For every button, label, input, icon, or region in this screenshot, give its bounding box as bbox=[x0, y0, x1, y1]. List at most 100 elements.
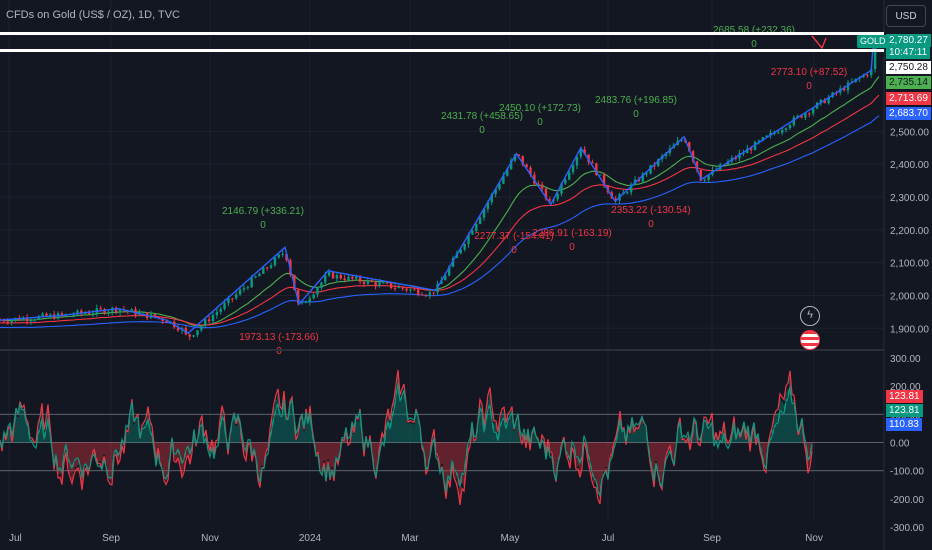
candle-body bbox=[583, 149, 586, 155]
level-tag-4: 2,683.70 bbox=[886, 107, 931, 120]
candle-body bbox=[796, 115, 799, 118]
symbol-title[interactable]: CFDs on Gold (US$ / OZ), 1D, TVC bbox=[6, 9, 181, 21]
candle-body bbox=[80, 310, 83, 314]
time-tick-label: 2024 bbox=[299, 533, 322, 544]
candle-body bbox=[873, 40, 877, 70]
candle-body bbox=[316, 287, 319, 295]
candle-body bbox=[265, 267, 269, 269]
channel-bands bbox=[0, 76, 880, 329]
osc-tag-2: 123.81 bbox=[886, 404, 923, 417]
time-axis[interactable]: Jul Sep Nov 2024 Mar May Jul Sep Nov bbox=[9, 533, 823, 544]
trough-label: 2353.22 (-130.54) bbox=[611, 205, 691, 216]
level-tag-1: 2,750.28 bbox=[886, 61, 931, 74]
peak-label: 2431.78 (+458.65) bbox=[441, 111, 523, 122]
candle-body bbox=[800, 115, 803, 118]
candle-body bbox=[614, 198, 617, 201]
candle-body bbox=[444, 275, 447, 281]
candle-body bbox=[331, 272, 335, 279]
zigzag-polyline bbox=[0, 41, 875, 335]
candle-body bbox=[746, 148, 749, 154]
candle-body bbox=[285, 253, 288, 261]
candle-body bbox=[355, 276, 358, 279]
candle-body bbox=[378, 282, 381, 286]
candle-body bbox=[6, 321, 9, 323]
candle-body bbox=[397, 286, 401, 289]
candle-body bbox=[870, 69, 873, 76]
candle-body bbox=[587, 154, 590, 163]
candle-body bbox=[405, 288, 408, 291]
candle-body bbox=[482, 209, 486, 218]
candle-body bbox=[10, 319, 13, 323]
candle-body bbox=[591, 162, 594, 164]
horizontal-line-1[interactable] bbox=[0, 32, 884, 35]
peak-label-sub: 0 bbox=[479, 125, 485, 136]
oscillator-axis[interactable]: 300.00200.00100.000.00-100.00-200.00-300… bbox=[890, 354, 924, 534]
candle-body bbox=[788, 125, 792, 129]
candle-body bbox=[560, 183, 563, 194]
peak-label: 2146.79 (+336.21) bbox=[222, 206, 304, 217]
candle-body bbox=[498, 183, 501, 189]
candle-body bbox=[866, 74, 869, 76]
candle-body bbox=[486, 202, 490, 210]
candle-body bbox=[130, 309, 133, 312]
peak-label-sub: 0 bbox=[633, 109, 639, 120]
trough-label: 1973.13 (-173.66) bbox=[239, 332, 319, 343]
osc-tag-1: 123.81 bbox=[886, 390, 923, 403]
candle-body bbox=[339, 274, 342, 279]
horizontal-line-2[interactable] bbox=[0, 49, 884, 52]
level-tag-2: 2,735.14 bbox=[886, 76, 931, 89]
candle-body bbox=[196, 330, 199, 336]
candle-body bbox=[254, 276, 257, 278]
lightning-icon[interactable]: ϟ bbox=[800, 306, 820, 326]
candle-body bbox=[269, 265, 273, 268]
candle-body bbox=[463, 244, 466, 250]
candle-body bbox=[792, 117, 795, 126]
candle-body bbox=[544, 188, 548, 200]
candle-body bbox=[842, 88, 846, 91]
candle-body bbox=[571, 165, 575, 173]
trough-label-sub: 0 bbox=[511, 245, 517, 256]
candle-body bbox=[602, 174, 606, 186]
candle-body bbox=[192, 335, 195, 337]
candle-body bbox=[475, 223, 478, 231]
us-flag-icon[interactable] bbox=[800, 330, 820, 350]
candle-body bbox=[703, 179, 706, 181]
osc-tick-label: -300.00 bbox=[890, 523, 924, 534]
candle-body bbox=[529, 167, 532, 175]
price-tick-label: 2,200.00 bbox=[890, 226, 929, 237]
candle-body bbox=[401, 286, 404, 289]
osc-tick-label: -200.00 bbox=[890, 495, 924, 506]
candle-body bbox=[811, 108, 815, 114]
candle-body bbox=[649, 165, 652, 174]
price-axis[interactable]: 1,900.00 2,000.00 2,100.00 2,200.00 2,300.00… bbox=[890, 127, 929, 335]
candle-body bbox=[657, 159, 660, 166]
candle-body bbox=[467, 234, 470, 245]
candle-body bbox=[219, 308, 222, 313]
candle-body bbox=[262, 267, 265, 274]
candle-body bbox=[513, 154, 517, 161]
candle-body bbox=[374, 282, 377, 286]
osc-line-slow bbox=[0, 382, 813, 497]
candle-body bbox=[33, 319, 37, 321]
candle-body bbox=[296, 290, 300, 304]
time-tick-label: Nov bbox=[201, 533, 219, 544]
candle-body bbox=[629, 184, 633, 193]
candle-body bbox=[517, 154, 521, 156]
candle-body bbox=[548, 199, 552, 201]
candle-body bbox=[765, 135, 768, 138]
candle-body bbox=[153, 314, 157, 318]
trough-label-sub: 0 bbox=[806, 81, 812, 92]
candle-body bbox=[22, 317, 25, 321]
currency-button[interactable]: USD bbox=[886, 5, 926, 27]
osc-tick-label: -100.00 bbox=[890, 467, 924, 478]
candle-body bbox=[91, 313, 95, 315]
candle-body bbox=[595, 163, 598, 175]
candle-body bbox=[757, 140, 761, 142]
swing-labels: 2146.79 (+336.21) 0 2431.78 (+458.65) 0 2450… bbox=[222, 25, 847, 357]
candle-body bbox=[447, 266, 451, 276]
candle-body bbox=[258, 273, 261, 277]
peak-label: 2685.58 (+232.36) bbox=[713, 25, 795, 36]
time-tick-label: Nov bbox=[805, 533, 823, 544]
candle-body bbox=[211, 315, 215, 322]
